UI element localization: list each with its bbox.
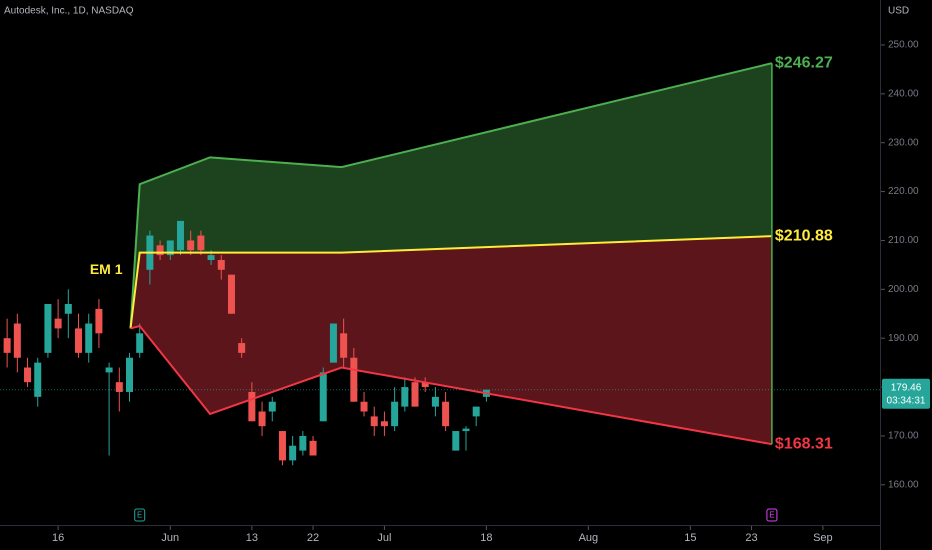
candle-body bbox=[187, 240, 195, 251]
x-tick-label: 13 bbox=[246, 532, 258, 544]
em-lower-line bbox=[130, 324, 773, 446]
candle-body bbox=[370, 416, 378, 427]
candle-body bbox=[258, 411, 266, 427]
candle-body bbox=[299, 435, 307, 451]
y-tick-label: 160.00 bbox=[888, 479, 919, 490]
event-label: E bbox=[769, 511, 774, 520]
event-marker bbox=[134, 508, 146, 522]
y-tick-label: 240.00 bbox=[888, 88, 919, 99]
candle-body bbox=[289, 445, 297, 461]
last-price-label: 179.46 bbox=[891, 382, 922, 393]
event-label: E bbox=[137, 511, 142, 520]
x-tick-label: Sep bbox=[813, 532, 833, 544]
y-tick-label: 250.00 bbox=[888, 40, 919, 51]
currency-label: USD bbox=[888, 6, 909, 17]
em-upper-label: $246.27 bbox=[775, 54, 833, 71]
candle-body bbox=[115, 382, 123, 392]
candle-body bbox=[340, 333, 348, 358]
candle-body bbox=[197, 235, 205, 251]
candle-body bbox=[95, 308, 103, 334]
candle-body bbox=[462, 428, 470, 432]
candle-body bbox=[380, 421, 388, 427]
candle-body bbox=[350, 357, 358, 402]
countdown-label: 03:34:31 bbox=[887, 395, 926, 406]
x-tick-label: Jul bbox=[377, 532, 391, 544]
candle-body bbox=[3, 338, 11, 353]
y-tick-label: 190.00 bbox=[888, 333, 919, 344]
candle-body bbox=[75, 328, 83, 353]
candle-body bbox=[238, 343, 246, 353]
candle-body bbox=[227, 274, 235, 314]
candle-body bbox=[319, 372, 327, 422]
candle-body bbox=[44, 303, 52, 353]
candle-body bbox=[207, 255, 215, 260]
candle-body bbox=[176, 220, 184, 251]
x-tick-label: 23 bbox=[745, 532, 757, 544]
em-middle-line bbox=[129, 235, 772, 329]
y-tick-label: 230.00 bbox=[888, 137, 919, 148]
candle-body bbox=[472, 406, 480, 417]
candle-body bbox=[442, 401, 450, 427]
y-tick-label: 170.00 bbox=[888, 431, 919, 442]
candle-body bbox=[411, 382, 419, 407]
candle-body bbox=[126, 357, 134, 392]
candle-body bbox=[156, 245, 164, 256]
candle-body bbox=[431, 396, 439, 407]
candle-body bbox=[309, 440, 317, 456]
chart-title: Autodesk, Inc., 1D, NASDAQ bbox=[4, 6, 134, 17]
upper-area bbox=[130, 63, 772, 329]
x-tick-label: 22 bbox=[307, 532, 319, 544]
candle-body bbox=[401, 387, 409, 407]
x-tick-label: 18 bbox=[480, 532, 492, 544]
event-marker bbox=[766, 508, 778, 522]
candle-body bbox=[278, 431, 286, 461]
y-tick-label: 220.00 bbox=[888, 186, 919, 197]
candle-body bbox=[391, 401, 399, 427]
candle-body bbox=[24, 367, 32, 383]
em-label: EM 1 bbox=[90, 261, 123, 277]
candle-body bbox=[34, 362, 42, 397]
candle-body bbox=[105, 367, 113, 373]
candle-body bbox=[217, 260, 225, 270]
x-tick-label: Jun bbox=[161, 532, 179, 544]
em-middle-label: $210.88 bbox=[775, 227, 833, 244]
candle-body bbox=[421, 382, 429, 388]
candle-body bbox=[166, 240, 174, 256]
x-tick-label: 15 bbox=[684, 532, 696, 544]
candle-body bbox=[13, 323, 21, 358]
x-tick-label: Aug bbox=[579, 532, 599, 544]
y-tick-label: 210.00 bbox=[888, 235, 919, 246]
candle-body bbox=[452, 431, 460, 451]
em-upper-line bbox=[129, 62, 773, 329]
em-lower-label: $168.31 bbox=[775, 435, 833, 452]
candle-body bbox=[248, 391, 256, 422]
candle-body bbox=[360, 401, 368, 412]
last-price-box bbox=[882, 378, 930, 409]
lower-area bbox=[130, 236, 772, 445]
y-tick-label: 200.00 bbox=[888, 284, 919, 295]
candle-body bbox=[64, 303, 72, 314]
candle-body bbox=[268, 401, 276, 412]
candle-body bbox=[136, 333, 144, 353]
candle-body bbox=[329, 323, 337, 363]
x-tick-label: 16 bbox=[52, 532, 64, 544]
candle-body bbox=[85, 323, 93, 353]
candle-body bbox=[54, 318, 62, 329]
